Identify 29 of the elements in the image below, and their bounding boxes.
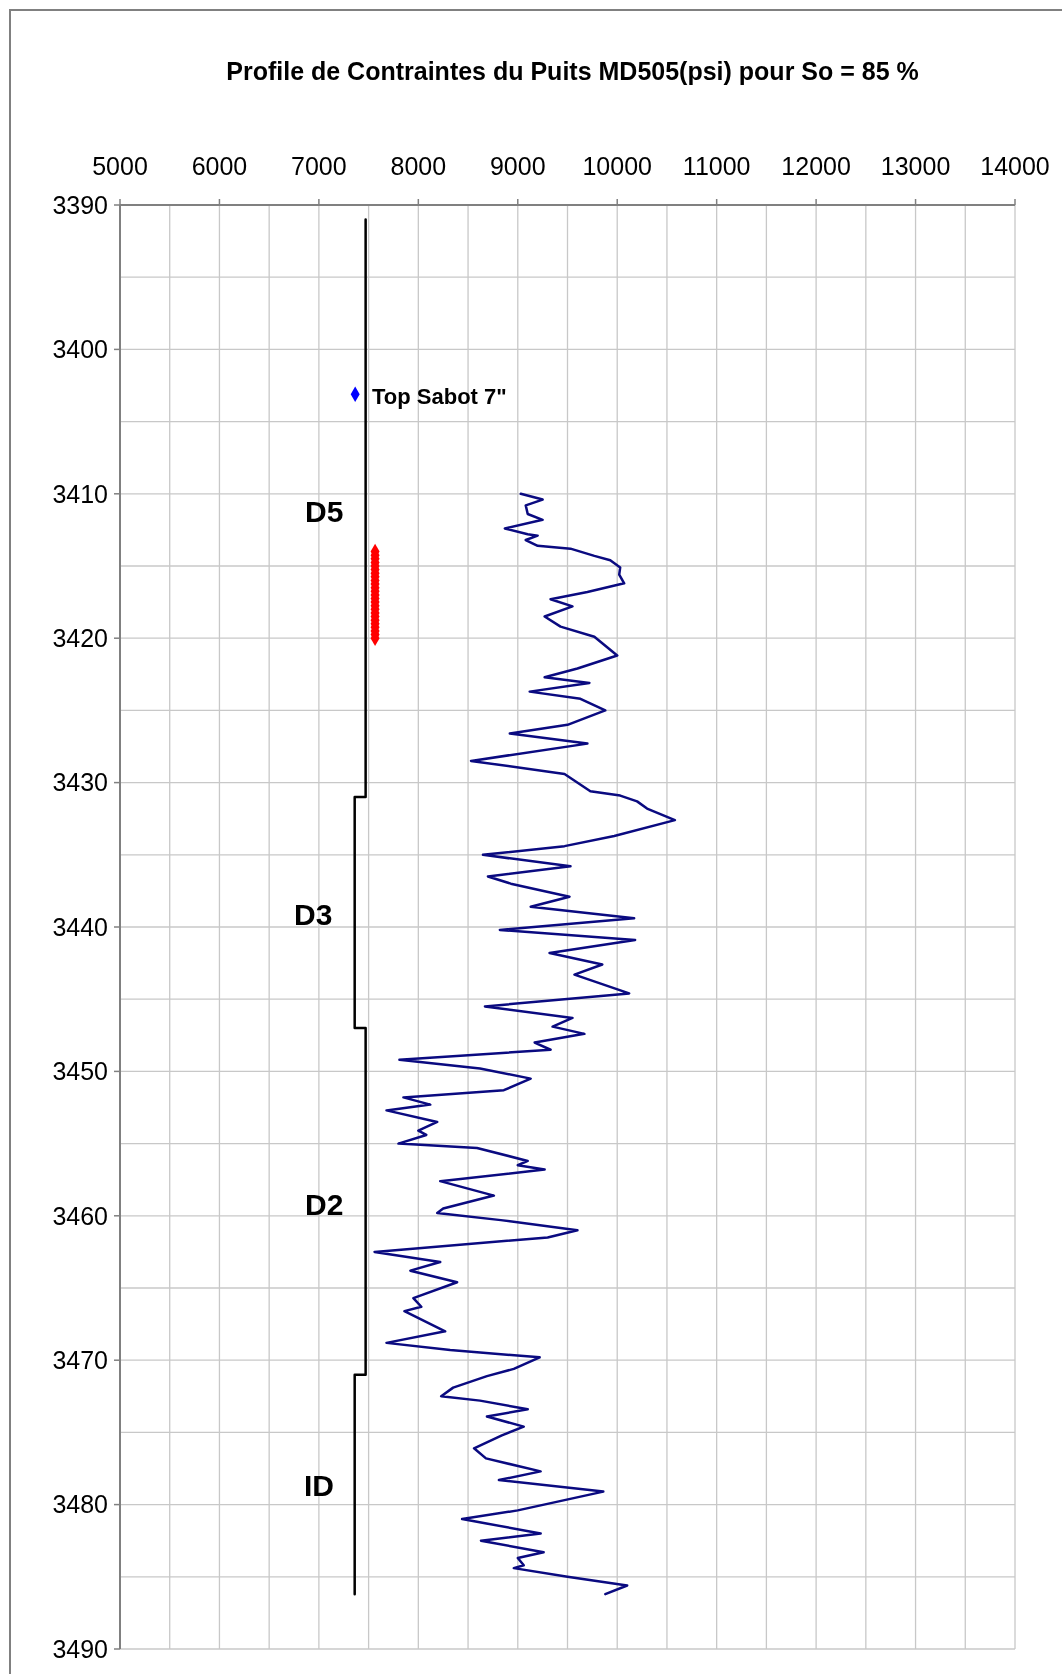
- x-tick-label: 8000: [390, 152, 447, 180]
- y-tick-label: 3390: [52, 190, 108, 219]
- x-tick-label: 6000: [191, 152, 248, 180]
- annotation: D3: [294, 897, 333, 931]
- x-tick-label: 9000: [489, 152, 546, 180]
- y-tick-label: 3450: [52, 1057, 108, 1086]
- line-series: [373, 492, 677, 1596]
- y-tick-label: 3460: [52, 1201, 108, 1230]
- annotation: ID: [304, 1468, 334, 1502]
- y-tick-label: 3490: [52, 1634, 108, 1663]
- y-tick-label: 3420: [52, 623, 108, 652]
- y-tick-label: 3440: [52, 912, 108, 941]
- y-tick-label: 3470: [52, 1345, 108, 1374]
- x-tick-label: 12000: [781, 152, 851, 180]
- y-tick-label: 3430: [52, 768, 108, 797]
- y-tick-label: 3400: [52, 335, 108, 364]
- y-tick-label: 3410: [52, 479, 108, 508]
- x-tick-label: 7000: [291, 152, 347, 180]
- line-series: [353, 218, 367, 1596]
- annotation: Top Sabot 7": [372, 383, 507, 409]
- x-tick-label: 11000: [682, 152, 751, 180]
- x-tick-label: 14000: [980, 152, 1050, 180]
- x-tick-label: 13000: [880, 152, 951, 180]
- y-tick-label: 3480: [52, 1490, 108, 1519]
- chart-title: Profile de Contraintes du Puits MD505(psi) pour So = 85 %: [226, 57, 919, 85]
- annotation: D5: [305, 494, 344, 528]
- annotation: D2: [305, 1187, 344, 1221]
- x-tick-label: 5000: [92, 152, 148, 180]
- x-tick-label: 10000: [582, 152, 652, 180]
